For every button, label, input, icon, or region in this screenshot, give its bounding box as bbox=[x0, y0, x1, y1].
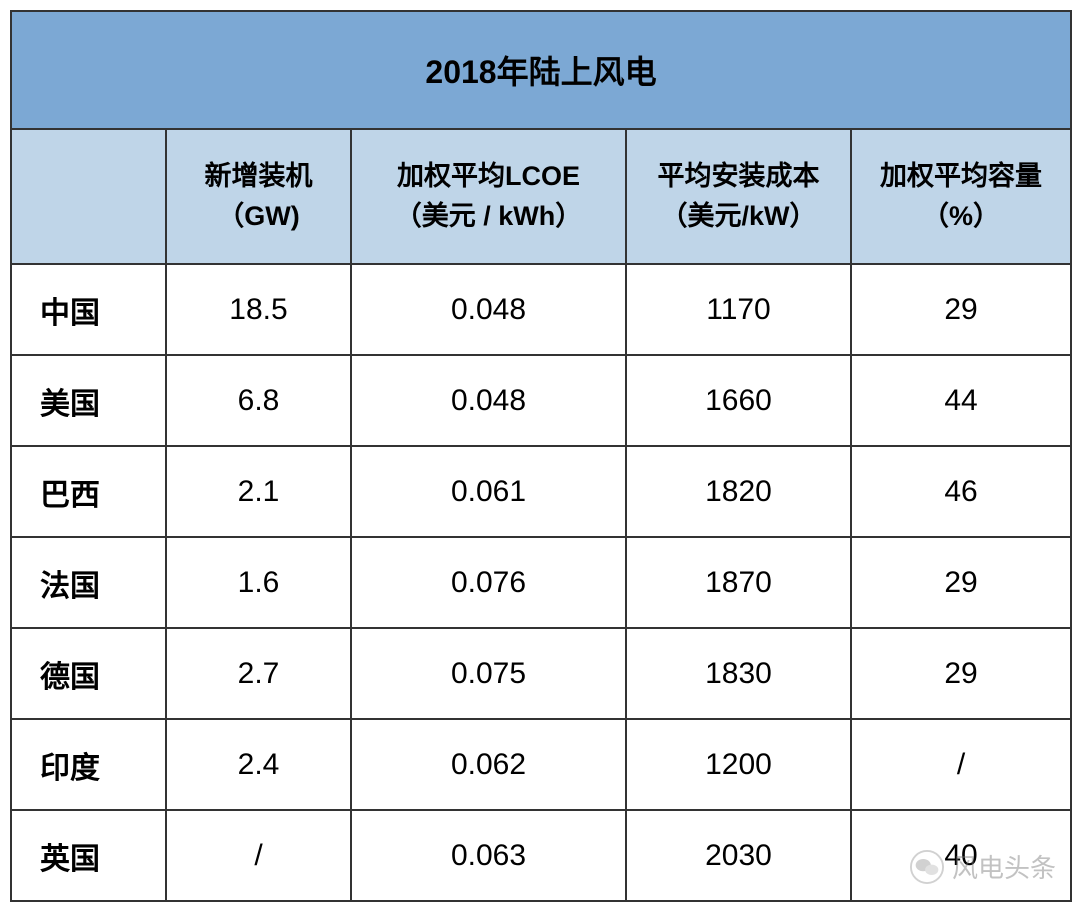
cell-new-gw: 2.7 bbox=[166, 628, 351, 719]
cell-install: 1820 bbox=[626, 446, 851, 537]
cell-capacity: 40 bbox=[851, 810, 1071, 901]
table-row: 中国 18.5 0.048 1170 29 bbox=[11, 264, 1071, 355]
cell-lcoe: 0.061 bbox=[351, 446, 626, 537]
cell-capacity: 29 bbox=[851, 537, 1071, 628]
table-row: 法国 1.6 0.076 1870 29 bbox=[11, 537, 1071, 628]
table-header-blank bbox=[11, 129, 166, 264]
cell-country: 德国 bbox=[11, 628, 166, 719]
cell-country: 巴西 bbox=[11, 446, 166, 537]
cell-install: 1870 bbox=[626, 537, 851, 628]
table-header-capacity: 加权平均容量（%） bbox=[851, 129, 1071, 264]
cell-new-gw: 1.6 bbox=[166, 537, 351, 628]
cell-country: 法国 bbox=[11, 537, 166, 628]
cell-install: 1830 bbox=[626, 628, 851, 719]
cell-capacity: 46 bbox=[851, 446, 1071, 537]
cell-install: 1200 bbox=[626, 719, 851, 810]
cell-country: 美国 bbox=[11, 355, 166, 446]
cell-new-gw: 6.8 bbox=[166, 355, 351, 446]
cell-capacity: 29 bbox=[851, 264, 1071, 355]
cell-lcoe: 0.076 bbox=[351, 537, 626, 628]
cell-lcoe: 0.063 bbox=[351, 810, 626, 901]
cell-new-gw: 2.1 bbox=[166, 446, 351, 537]
cell-country: 英国 bbox=[11, 810, 166, 901]
cell-lcoe: 0.048 bbox=[351, 355, 626, 446]
cell-lcoe: 0.062 bbox=[351, 719, 626, 810]
cell-install: 2030 bbox=[626, 810, 851, 901]
cell-capacity: 29 bbox=[851, 628, 1071, 719]
cell-install: 1660 bbox=[626, 355, 851, 446]
table-header-lcoe: 加权平均LCOE（美元 / kWh） bbox=[351, 129, 626, 264]
cell-capacity: / bbox=[851, 719, 1071, 810]
cell-country: 中国 bbox=[11, 264, 166, 355]
wind-power-table: 2018年陆上风电 新增装机（GW) 加权平均LCOE（美元 / kWh） 平均… bbox=[10, 10, 1072, 902]
cell-install: 1170 bbox=[626, 264, 851, 355]
cell-new-gw: / bbox=[166, 810, 351, 901]
cell-lcoe: 0.048 bbox=[351, 264, 626, 355]
cell-country: 印度 bbox=[11, 719, 166, 810]
table-title: 2018年陆上风电 bbox=[11, 11, 1071, 129]
cell-capacity: 44 bbox=[851, 355, 1071, 446]
table-header-install: 平均安装成本（美元/kW） bbox=[626, 129, 851, 264]
table-row: 美国 6.8 0.048 1660 44 bbox=[11, 355, 1071, 446]
table-row: 英国 / 0.063 2030 40 bbox=[11, 810, 1071, 901]
table-row: 印度 2.4 0.062 1200 / bbox=[11, 719, 1071, 810]
table-row: 巴西 2.1 0.061 1820 46 bbox=[11, 446, 1071, 537]
cell-new-gw: 2.4 bbox=[166, 719, 351, 810]
table-header-new-gw: 新增装机（GW) bbox=[166, 129, 351, 264]
table-row: 德国 2.7 0.075 1830 29 bbox=[11, 628, 1071, 719]
table-container: 2018年陆上风电 新增装机（GW) 加权平均LCOE（美元 / kWh） 平均… bbox=[0, 0, 1080, 912]
table-title-row: 2018年陆上风电 bbox=[11, 11, 1071, 129]
table-header-row: 新增装机（GW) 加权平均LCOE（美元 / kWh） 平均安装成本（美元/kW… bbox=[11, 129, 1071, 264]
table-body: 中国 18.5 0.048 1170 29 美国 6.8 0.048 1660 … bbox=[11, 264, 1071, 901]
cell-new-gw: 18.5 bbox=[166, 264, 351, 355]
cell-lcoe: 0.075 bbox=[351, 628, 626, 719]
